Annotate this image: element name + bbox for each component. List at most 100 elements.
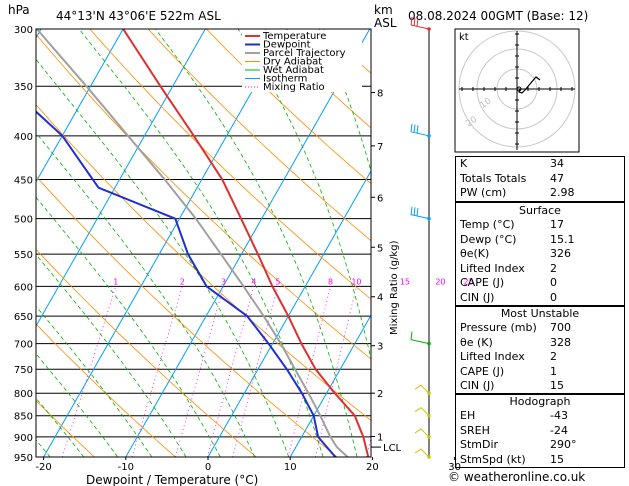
- pressure-tick-label: 600: [14, 282, 33, 293]
- wind-barb-feather: [416, 208, 419, 217]
- dry-adiabat-line: [36, 175, 338, 457]
- copyright-footer: © weatheronline.co.uk: [448, 470, 586, 484]
- surface-value: 2: [550, 261, 557, 275]
- dry-adiabat-line: [36, 248, 257, 457]
- index-label: K: [460, 157, 468, 170]
- legend-dewpoint: Dewpoint: [263, 40, 311, 51]
- surface-row: Dewp (°C) 15.1: [456, 233, 624, 248]
- parcel-trajectory-line: [36, 29, 349, 457]
- temperature-line: [122, 29, 370, 457]
- wet-adiabat-line: [36, 196, 221, 457]
- pressure-tick-label: 350: [14, 82, 33, 93]
- wet-adiabat-line: [36, 254, 187, 457]
- x-tick-label: 10: [284, 462, 297, 473]
- lcl-label: LCL: [383, 443, 402, 454]
- mixing-ratio-line: [174, 286, 224, 457]
- indices-panel: K 34 Totals Totals 47 PW (cm) 2.98: [455, 156, 625, 202]
- pressure-tick-label: 950: [14, 453, 33, 464]
- legend-parcel: Parcel Trajectory: [263, 48, 346, 59]
- chart-axes: 1 2 3 4 5 8 10 15 20 2530035040045050055060065070…: [14, 25, 474, 473]
- dry-adiabat-line: [147, 29, 371, 242]
- wind-barb-feather: [410, 16, 413, 26]
- surface-row: Temp (°C) 17: [456, 218, 624, 233]
- wet-adiabat-line: [36, 58, 290, 457]
- mu-value: 1: [550, 364, 557, 378]
- surface-value: 17: [550, 218, 564, 231]
- pressure-tick-label: 550: [14, 250, 33, 261]
- hodo-row: StmSpd (kt) 15: [456, 453, 624, 468]
- isotherm-line: [207, 170, 371, 457]
- wind-barb-feather: [413, 124, 416, 133]
- km-tick-label: 6: [377, 193, 383, 204]
- hodo-value: -43: [550, 409, 568, 422]
- isotherm-line: [36, 29, 124, 183]
- pressure-tick-label: 750: [14, 365, 33, 376]
- mixing-ratio-line: [206, 286, 255, 457]
- location-label: 44°13'N 43°06'E 522m ASL: [56, 9, 221, 23]
- mixing-ratio-label: 20: [435, 277, 445, 286]
- wind-barb-column: [410, 16, 431, 459]
- wind-barb: [414, 448, 430, 458]
- hodograph-unit-label: kt: [459, 32, 469, 43]
- mixing-ratio-label: 15: [400, 277, 410, 286]
- wind-barb-feather: [416, 125, 419, 134]
- hpa-unit-label: hPa: [8, 3, 30, 17]
- index-row: Totals Totals 47: [456, 172, 624, 187]
- mu-row: CAPE (J) 1: [456, 365, 624, 380]
- dry-adiabat-line: [206, 29, 371, 185]
- wet-adiabat-line: [36, 397, 85, 457]
- isotherm-line: [36, 29, 206, 328]
- surface-label: CAPE (J): [460, 276, 505, 290]
- mixing-ratio-label: 4: [251, 277, 256, 286]
- km-tick-label: 7: [377, 142, 383, 153]
- wind-barb: [414, 407, 430, 417]
- wind-barb: [414, 428, 430, 438]
- mu-value: 15: [550, 379, 564, 393]
- legend-isotherm: Isotherm: [263, 74, 307, 85]
- isotherm-line: [125, 29, 371, 457]
- chart-profiles: [36, 29, 370, 457]
- index-row: K 34: [456, 157, 624, 172]
- index-value: 47: [550, 171, 564, 185]
- mu-label: Pressure (mb): [460, 321, 537, 334]
- wind-barb-feather: [413, 207, 416, 216]
- legend-mixing-ratio: Mixing Ratio: [263, 82, 325, 93]
- mixing-ratio-label: 1: [113, 277, 118, 286]
- legend-wet-adiabat: Wet Adiabat: [263, 65, 324, 76]
- mixing-ratio-label: 5: [275, 277, 280, 286]
- mu-row: CIN (J) 15: [456, 379, 624, 394]
- hodograph-storm-marker: [516, 86, 522, 92]
- mu-row: Pressure (mb) 700: [456, 321, 624, 336]
- mixing-ratio-line: [315, 286, 357, 457]
- x-tick-label: 0: [205, 462, 211, 473]
- mu-label: Lifted Index: [460, 350, 525, 364]
- index-value: 34: [550, 157, 564, 170]
- hodo-value: 15: [550, 452, 564, 466]
- mixing-ratio-line: [131, 286, 183, 457]
- mu-label: CAPE (J): [460, 364, 505, 378]
- hodo-row: EH -43: [456, 409, 624, 424]
- hodo-row: SREH -24: [456, 424, 624, 439]
- plot-frame: [35, 28, 372, 458]
- hodo-label: EH: [460, 409, 476, 422]
- mixing-ratio-line: [287, 286, 331, 457]
- hodo-value: 290°: [550, 438, 577, 452]
- isotherm-line: [289, 314, 371, 457]
- mu-row: Lifted Index 2: [456, 350, 624, 365]
- x-tick-label: 20: [366, 462, 379, 473]
- legend-temperature: Temperature: [262, 31, 326, 42]
- km-tick-label: 4: [377, 293, 383, 304]
- x-axis-title: Dewpoint / Temperature (°C): [86, 473, 258, 486]
- km-tick-label: 2: [377, 389, 383, 400]
- x-tick-label: -20: [35, 462, 51, 473]
- mixing-ratio-label: 8: [328, 277, 333, 286]
- legend: Temperature Dewpoint Parcel Trajectory D…: [242, 30, 362, 93]
- x-tick-label: 30: [448, 462, 461, 473]
- wind-barb-feather: [410, 123, 413, 132]
- hodograph-trace: [518, 76, 541, 94]
- surface-row: CAPE (J) 0: [456, 276, 624, 291]
- pressure-tick-label: 450: [14, 176, 33, 187]
- mixing-ratio-line: [404, 286, 440, 457]
- km-tick-label: 1: [377, 433, 383, 444]
- pressure-tick-label: 850: [14, 412, 33, 423]
